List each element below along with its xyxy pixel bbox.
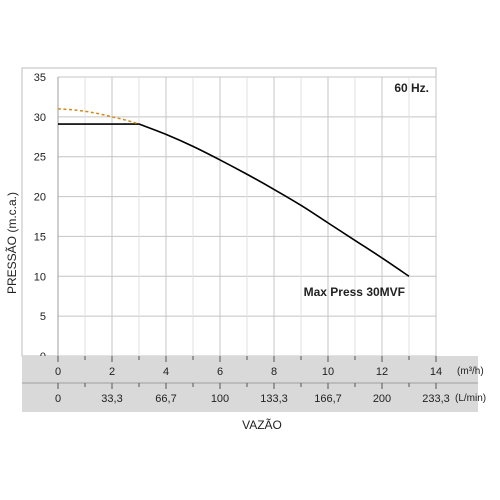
y-tick-labels: 05101520253035 [34, 72, 46, 363]
x-tick-label-primary: 14 [430, 366, 442, 378]
series-label: Max Press 30MVF [304, 285, 405, 299]
x-tick-label-primary: 2 [109, 366, 115, 378]
y-tick-label: 25 [34, 152, 46, 164]
x-tick-label-secondary: 100 [211, 393, 229, 405]
grid [21, 67, 437, 357]
series-line-dashed-curve [57, 108, 140, 125]
y-tick-label: 10 [34, 271, 46, 283]
frequency-label: 60 Hz. [394, 81, 429, 95]
x-unit-primary: (m³/h) [457, 366, 484, 377]
x-tick-label-primary: 12 [376, 366, 388, 378]
y-tick-label: 5 [40, 311, 46, 323]
x-tick-label-secondary: 66,7 [155, 393, 176, 405]
x-tick-label-secondary: 133,3 [260, 393, 288, 405]
y-axis-label: PRESSÃO (m.c.a.) [5, 192, 19, 294]
series-group [57, 108, 410, 277]
x-tick-label-secondary: 233,3 [422, 393, 450, 405]
x-tick-label-primary: 0 [55, 366, 61, 378]
plot-frame [21, 67, 437, 357]
x-tick-label-secondary: 200 [373, 393, 391, 405]
x-tick-label-primary: 6 [217, 366, 223, 378]
x-tick-label-secondary: 0 [55, 393, 61, 405]
x-axis-label: VAZÃO [242, 418, 282, 432]
y-tick-label: 20 [34, 192, 46, 204]
series-line-pump-curve [58, 123, 410, 277]
x-tick-label-primary: 10 [322, 366, 334, 378]
y-tick-label: 30 [34, 112, 46, 124]
y-tick-label: 35 [34, 72, 46, 84]
x-axis-band-background [22, 356, 478, 412]
x-tick-label-secondary: 33,3 [101, 393, 122, 405]
y-tick-label: 15 [34, 231, 46, 243]
x-axis-band: 0 2 4 6 8 10 12 14 0 33,3 66,7 100 133,3 166,7 200 233,… [22, 356, 478, 412]
x-tick-label-secondary: 166,7 [314, 393, 342, 405]
x-unit-secondary: (L/min) [455, 393, 486, 404]
x-tick-label-primary: 4 [163, 366, 169, 378]
x-tick-label-primary: 8 [271, 366, 277, 378]
